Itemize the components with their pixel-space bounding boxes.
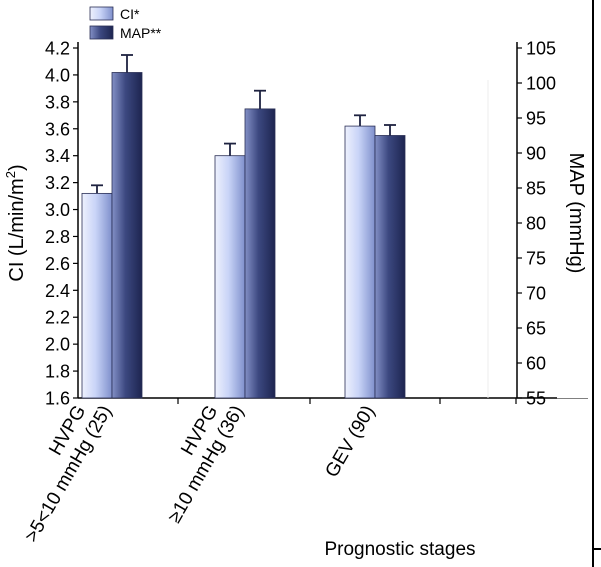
left-axis-tick-label: 4.2 <box>45 39 70 59</box>
right-axis-tick-label: 75 <box>526 249 546 269</box>
right-axis-tick-label: 90 <box>526 144 546 164</box>
right-axis-tick-label: 70 <box>526 284 546 304</box>
frame-border-right <box>592 0 594 567</box>
left-axis-tick-label: 3.0 <box>45 200 70 220</box>
left-axis-tick-label: 2.6 <box>45 254 70 274</box>
left-axis-tick-label: 3.2 <box>45 173 70 193</box>
legend-label-ci: CI* <box>120 6 140 22</box>
legend-swatch-ci <box>89 6 114 21</box>
bar-ci <box>214 155 246 399</box>
right-axis-tick-label: 65 <box>526 319 546 339</box>
right-axis-tick-label: 55 <box>526 389 546 409</box>
left-axis-label: CI (L/min/m2) <box>3 164 28 281</box>
left-axis-tick-label: 1.6 <box>45 389 70 409</box>
bar-map <box>111 72 143 399</box>
right-axis-tick-label: 85 <box>526 179 546 199</box>
bar-ci <box>81 192 113 399</box>
bar-map <box>374 135 406 399</box>
right-axis-tick-label: 105 <box>526 39 556 59</box>
left-axis-tick-label: 3.8 <box>45 92 70 112</box>
legend-swatch-map <box>89 25 114 40</box>
right-axis-tick-label: 100 <box>526 74 556 94</box>
bar-ci <box>344 125 376 399</box>
left-axis-tick-label: 2.4 <box>45 281 70 301</box>
left-axis-tick-label: 4.0 <box>45 65 70 85</box>
category-label: GEV (90) <box>322 402 380 481</box>
right-axis-tick-label: 80 <box>526 214 546 234</box>
x-axis-title: Prognostic stages <box>324 539 475 560</box>
right-axis-tick-label: 95 <box>526 109 546 129</box>
right-axis-tick-label: 60 <box>526 354 546 374</box>
bar-map <box>244 108 276 399</box>
left-axis-tick-label: 1.8 <box>45 362 70 382</box>
right-axis-label: MAP (mmHg) <box>565 153 587 274</box>
frame-border-bottom-right <box>592 548 601 550</box>
left-axis-tick-label: 2.8 <box>45 227 70 247</box>
left-axis-tick-label: 3.4 <box>45 146 70 166</box>
left-axis-tick-label: 2.2 <box>45 308 70 328</box>
legend-label-map: MAP** <box>120 25 162 41</box>
left-axis-tick-label: 3.6 <box>45 119 70 139</box>
left-axis-tick-label: 2.0 <box>45 335 70 355</box>
